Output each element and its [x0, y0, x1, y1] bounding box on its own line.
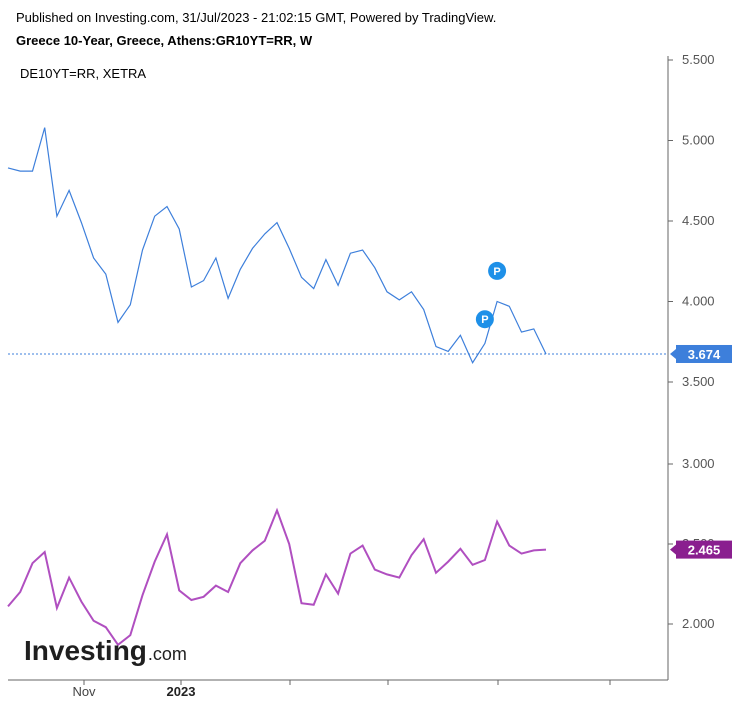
published-caption: Published on Investing.com, 31/Jul/2023 …: [16, 10, 497, 25]
event-markers: PP: [475, 261, 507, 329]
y-tick-label: 4.500: [682, 213, 715, 228]
germany-badge-pointer: [670, 544, 676, 555]
greece-last-value-label: 3.674: [688, 347, 721, 362]
event-marker: [488, 261, 507, 280]
greece-last-value-badge: [676, 344, 732, 363]
germany-last-value-badge: [676, 540, 732, 559]
last-value-badges: 3.674 2.465: [670, 344, 732, 559]
logo-text: Investing: [24, 635, 147, 666]
x-axis-ticks: Nov 2023: [72, 680, 611, 699]
logo-suffix: .com: [148, 644, 187, 664]
germany-series-line: [7, 507, 547, 647]
event-marker-label: P: [481, 314, 488, 326]
y-tick-label: 5.500: [682, 52, 715, 67]
chart-title: Greece 10-Year, Greece, Athens:GR10YT=RR…: [16, 33, 313, 48]
x-tick-label: 2023: [167, 684, 196, 699]
legend-germany-series: DE10YT=RR, XETRA: [20, 66, 147, 81]
y-tick-label: 2.000: [682, 616, 715, 631]
event-marker-label: P: [493, 266, 500, 278]
y-tick-label: 3.000: [682, 456, 715, 471]
greece-badge-pointer: [670, 348, 676, 359]
y-tick-label: 5.000: [682, 133, 715, 148]
investing-logo: Investing .com: [24, 635, 187, 666]
germany-last-value-label: 2.465: [688, 543, 721, 558]
y-tick-label: 3.500: [682, 374, 715, 389]
event-marker: [475, 310, 494, 329]
greece-series-line: [7, 127, 547, 364]
x-tick-label: Nov: [72, 684, 96, 699]
y-tick-label: 4.000: [682, 294, 715, 309]
